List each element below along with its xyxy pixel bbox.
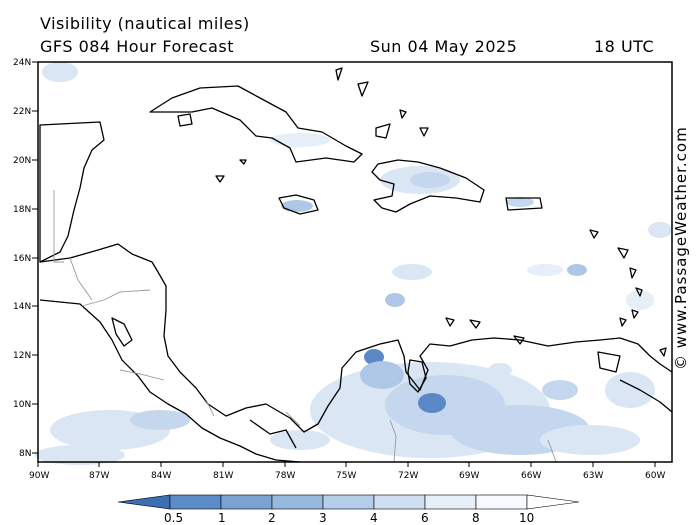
lon-label: 87W bbox=[89, 471, 109, 481]
map-title: Visibility (nautical miles) bbox=[40, 14, 250, 33]
lat-label: 22N bbox=[13, 107, 31, 117]
legend-swatch bbox=[271, 494, 324, 510]
legend-swatch bbox=[475, 494, 528, 510]
legend-label: 0.5 bbox=[164, 511, 183, 525]
legend-swatch bbox=[169, 494, 222, 510]
legend-swatch bbox=[117, 494, 171, 510]
legend-label: 8 bbox=[472, 511, 480, 525]
legend-swatch bbox=[220, 494, 273, 510]
coastlines bbox=[39, 67, 673, 463]
forecast-time: 18 UTC bbox=[594, 37, 655, 56]
lat-label: 10N bbox=[13, 400, 31, 410]
legend-label: 1 bbox=[218, 511, 226, 525]
lon-label: 75W bbox=[336, 471, 356, 481]
longitude-axis: 90W 87W 84W 81W 78W 75W 72W 69W 66W 63W … bbox=[29, 462, 665, 481]
lon-label: 66W bbox=[521, 471, 541, 481]
legend-label: 3 bbox=[319, 511, 327, 525]
lon-label: 60W bbox=[645, 471, 665, 481]
legend-swatch bbox=[526, 494, 580, 510]
latitude-axis: 24N 22N 20N 18N 16N 14N 12N 10N 8N bbox=[13, 58, 38, 459]
forecast-label: GFS 084 Hour Forecast bbox=[40, 37, 235, 56]
legend-swatches bbox=[117, 494, 580, 510]
visibility-shading bbox=[35, 62, 672, 465]
lon-label: 72W bbox=[398, 471, 418, 481]
lat-label: 24N bbox=[13, 58, 31, 68]
forecast-date: Sun 04 May 2025 bbox=[370, 37, 518, 56]
legend-swatch bbox=[373, 494, 426, 510]
legend-swatch bbox=[322, 494, 375, 510]
lat-label: 14N bbox=[13, 302, 31, 312]
lon-label: 69W bbox=[459, 471, 479, 481]
credit-text: © www.PassageWeather.com bbox=[672, 126, 690, 370]
lat-label: 18N bbox=[13, 205, 31, 215]
lat-label: 12N bbox=[13, 351, 31, 361]
lon-label: 63W bbox=[583, 471, 603, 481]
legend-label: 6 bbox=[421, 511, 429, 525]
legend-swatch bbox=[424, 494, 477, 510]
lon-label: 81W bbox=[213, 471, 233, 481]
lat-label: 20N bbox=[13, 156, 31, 166]
country-borders bbox=[53, 190, 557, 463]
color-legend: 0.5 1 2 3 4 6 8 10 bbox=[117, 494, 580, 525]
lon-label: 90W bbox=[29, 471, 49, 481]
legend-label: 4 bbox=[370, 511, 378, 525]
legend-label: 10 bbox=[519, 511, 534, 525]
lat-label: 16N bbox=[13, 254, 31, 264]
lon-label: 84W bbox=[151, 471, 171, 481]
lon-label: 78W bbox=[275, 471, 295, 481]
map-frame bbox=[37, 61, 673, 463]
legend-label: 2 bbox=[268, 511, 276, 525]
lat-label: 8N bbox=[19, 449, 31, 459]
